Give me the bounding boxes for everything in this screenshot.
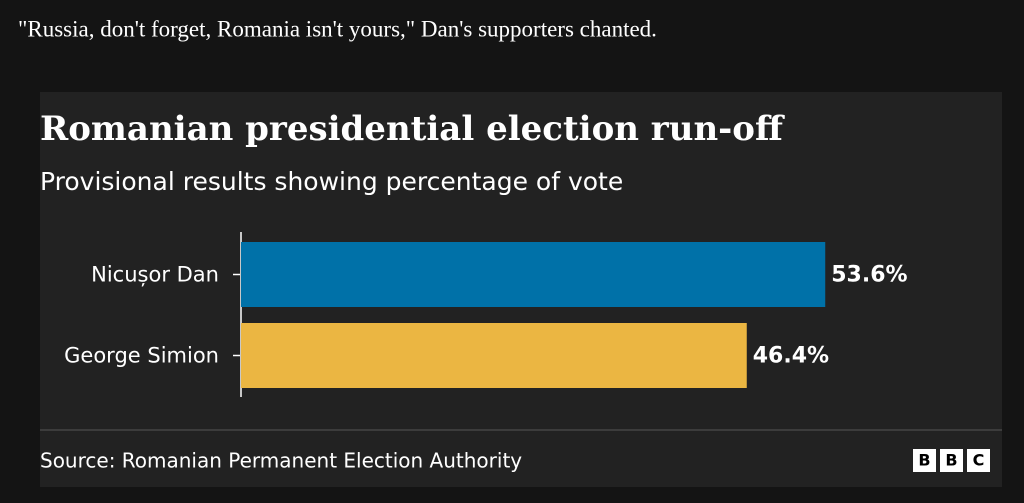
logo-box [967, 449, 990, 472]
logo-letter: B [945, 451, 957, 470]
source: Source: Romanian Permanent Election Auth… [40, 449, 522, 473]
logo-box [913, 449, 936, 472]
caption: "Russia, don't forget, Romania isn't you… [18, 16, 657, 41]
value-label: 53.6% [831, 263, 907, 288]
chart-title: Romanian presidential election run-off [40, 109, 785, 149]
category-label: George Simion [64, 344, 219, 368]
logo-letter: B [918, 451, 930, 470]
bar [241, 323, 747, 388]
bar [241, 242, 826, 307]
logo-letter: C [973, 451, 985, 470]
logo-box [940, 449, 963, 472]
category-label: Nicușor Dan [91, 263, 219, 287]
chart-subtitle: Provisional results showing percentage o… [40, 167, 623, 196]
value-label: 46.4% [753, 344, 829, 369]
